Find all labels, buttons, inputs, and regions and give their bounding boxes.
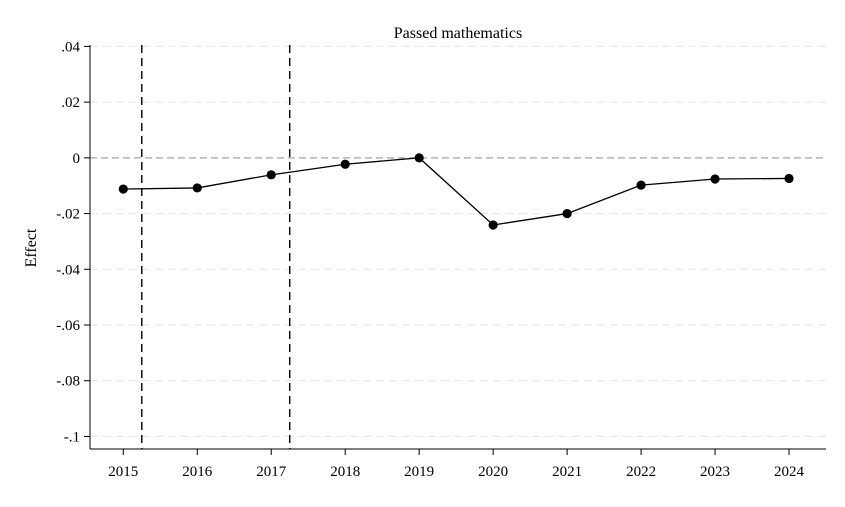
chart-title: Passed mathematics — [394, 25, 522, 42]
y-tick-label-2: 0 — [73, 151, 81, 167]
y-tick-label-1: .02 — [61, 95, 80, 111]
x-tick-label-5: 2020 — [478, 464, 508, 480]
reference-lines — [90, 45, 826, 449]
x-tick-label-7: 2022 — [626, 464, 656, 480]
data-point-2019 — [414, 153, 424, 163]
x-tick-label-2: 2017 — [256, 464, 287, 480]
data-point-2021 — [562, 208, 572, 219]
x-tick-label-1: 2016 — [182, 464, 213, 480]
axes: .04 .02 0 -.02 -.04 -.06 -.08 -.1 2015 2016 2017 20… — [56, 39, 826, 480]
x-tick-label-9: 2024 — [774, 464, 805, 480]
x-tick-label-6: 2021 — [552, 464, 582, 480]
data-point-2017 — [266, 170, 276, 180]
y-tick-label-7: -.1 — [64, 429, 80, 445]
x-tick-label-8: 2023 — [700, 464, 730, 480]
data-point-2023 — [710, 174, 720, 184]
y-tick-label-0: .04 — [61, 39, 80, 55]
data-point-2022 — [636, 180, 646, 190]
series — [118, 153, 794, 230]
data-point-2024 — [784, 173, 794, 184]
y-axis-title: Effect — [23, 228, 40, 267]
data-point-2015 — [118, 184, 128, 194]
y-tick-label-3: -.02 — [56, 207, 80, 223]
x-tick-label-3: 2018 — [330, 464, 360, 480]
x-tick-label-4: 2019 — [404, 464, 434, 480]
y-tick-label-5: -.06 — [56, 318, 80, 334]
grid-lines — [90, 45, 826, 437]
y-tick-label-6: -.08 — [56, 374, 80, 390]
series-line-0 — [123, 157, 790, 226]
data-point-2016 — [192, 183, 202, 193]
data-point-2018 — [340, 159, 350, 169]
x-tick-label-0: 2015 — [108, 464, 138, 480]
data-point-2020 — [488, 220, 498, 230]
y-tick-label-4: -.04 — [56, 262, 80, 278]
